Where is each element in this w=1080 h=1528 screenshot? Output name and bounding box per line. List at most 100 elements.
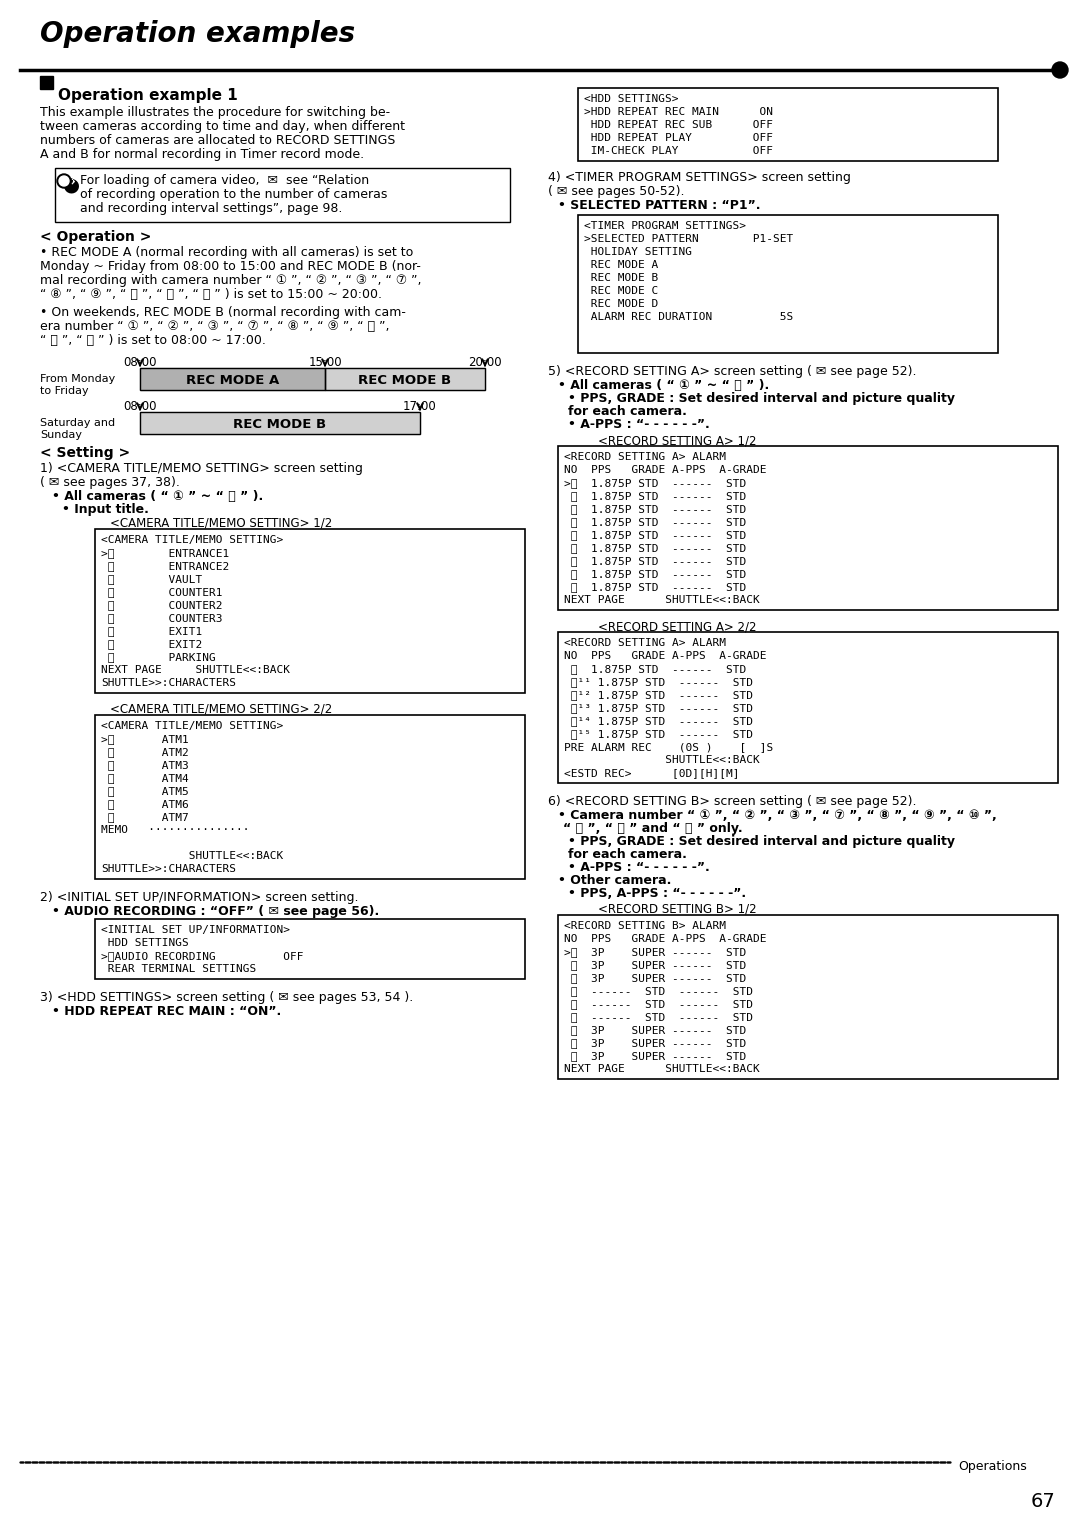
Text: <CAMERA TITLE/MEMO SETTING> 2/2: <CAMERA TITLE/MEMO SETTING> 2/2 [110, 703, 333, 717]
Text: • AUDIO RECORDING : “OFF” ( ✉ see page 56).: • AUDIO RECORDING : “OFF” ( ✉ see page 5… [52, 905, 379, 918]
Bar [95, 715, 525, 879]
Bar [95, 529, 525, 694]
Text: ○: ○ [63, 176, 76, 189]
Text: ⑦        EXIT1: ⑦ EXIT1 [102, 626, 202, 636]
Text: Operation examples: Operation examples [40, 20, 355, 47]
Text: NO  PPS   GRADE A-PPS  A-GRADE: NO PPS GRADE A-PPS A-GRADE [564, 465, 767, 475]
Bar [140, 368, 325, 390]
Text: ⑮       ATM6: ⑮ ATM6 [102, 799, 189, 808]
Text: <CAMERA TITLE/MEMO SETTING> 1/2: <CAMERA TITLE/MEMO SETTING> 1/2 [110, 516, 333, 530]
Text: ⑧  3P    SUPER ------  STD: ⑧ 3P SUPER ------ STD [564, 1038, 746, 1048]
Text: “ ⑧ ”, “ ⑨ ”, “ ⑭ ”, “ ⑮ ”, “ ⑯ ” ) is set to 15:00 ~ 20:00.: “ ⑧ ”, “ ⑨ ”, “ ⑭ ”, “ ⑮ ”, “ ⑯ ” ) is s… [40, 287, 382, 301]
Text: ( ✉ see pages 37, 38).: ( ✉ see pages 37, 38). [40, 477, 180, 489]
Text: • PPS, A-PPS : “- - - - - -”.: • PPS, A-PPS : “- - - - - -”. [568, 886, 746, 900]
Text: and recording interval settings”, page 98.: and recording interval settings”, page 9… [80, 202, 342, 215]
Text: REC MODE A: REC MODE A [186, 373, 279, 387]
Text: REC MODE A: REC MODE A [584, 260, 658, 270]
Text: <CAMERA TITLE/MEMO SETTING>: <CAMERA TITLE/MEMO SETTING> [102, 721, 283, 730]
Text: 4) <TIMER PROGRAM SETTINGS> screen setting: 4) <TIMER PROGRAM SETTINGS> screen setti… [548, 171, 851, 183]
Text: • On weekends, REC MODE B (normal recording with cam-: • On weekends, REC MODE B (normal record… [40, 306, 406, 319]
Text: ⑨  1.875P STD  ------  STD: ⑨ 1.875P STD ------ STD [564, 582, 746, 591]
Text: REAR TERMINAL SETTINGS: REAR TERMINAL SETTINGS [102, 964, 256, 973]
Text: ④        COUNTER1: ④ COUNTER1 [102, 587, 222, 597]
Bar [558, 915, 1058, 1079]
Text: • HDD REPEAT REC MAIN : “ON”.: • HDD REPEAT REC MAIN : “ON”. [52, 1005, 281, 1018]
Text: ⑬       ATM4: ⑬ ATM4 [102, 773, 189, 782]
Circle shape [59, 176, 69, 186]
Text: NEXT PAGE      SHUTTLE<<:BACK: NEXT PAGE SHUTTLE<<:BACK [564, 1063, 759, 1074]
Text: Monday ~ Friday from 08:00 to 15:00 and REC MODE B (nor-: Monday ~ Friday from 08:00 to 15:00 and … [40, 260, 421, 274]
Text: REC MODE B: REC MODE B [233, 417, 326, 431]
Text: 20:00: 20:00 [469, 356, 502, 368]
Text: <RECORD SETTING B> ALARM: <RECORD SETTING B> ALARM [564, 921, 726, 931]
Bar [558, 633, 1058, 782]
Text: NEXT PAGE      SHUTTLE<<:BACK: NEXT PAGE SHUTTLE<<:BACK [564, 594, 759, 605]
Text: ②        ENTRANCE2: ② ENTRANCE2 [102, 561, 229, 571]
Text: 5) <RECORD SETTING A> screen setting ( ✉ see page 52).: 5) <RECORD SETTING A> screen setting ( ✉… [548, 365, 917, 377]
Bar [140, 368, 325, 390]
Text: REC MODE D: REC MODE D [584, 299, 658, 309]
Text: to Friday: to Friday [40, 387, 89, 396]
Text: ③  1.875P STD  ------  STD: ③ 1.875P STD ------ STD [564, 504, 746, 513]
Text: NO  PPS   GRADE A-PPS  A-GRADE: NO PPS GRADE A-PPS A-GRADE [564, 934, 767, 944]
Text: • Camera number “ ① ”, “ ② ”, “ ③ ”, “ ⑦ ”, “ ⑧ ”, “ ⑨ ”, “ ⑩ ”,: • Camera number “ ① ”, “ ② ”, “ ③ ”, “ ⑦… [558, 808, 997, 822]
Text: of recording operation to the number of cameras: of recording operation to the number of … [80, 188, 388, 202]
Text: SHUTTLE>>:CHARACTERS: SHUTTLE>>:CHARACTERS [102, 863, 237, 874]
Text: < Operation >: < Operation > [40, 231, 151, 244]
Text: ⑤        COUNTER2: ⑤ COUNTER2 [102, 601, 222, 610]
Text: ⑤  1.875P STD  ------  STD: ⑤ 1.875P STD ------ STD [564, 530, 746, 539]
Text: →: → [63, 176, 75, 189]
Text: < Setting >: < Setting > [40, 446, 130, 460]
Text: HOLIDAY SETTING: HOLIDAY SETTING [584, 248, 692, 257]
Text: From Monday: From Monday [40, 374, 116, 384]
Text: HDD REPEAT PLAY         OFF: HDD REPEAT PLAY OFF [584, 133, 773, 144]
Text: ⑦  1.875P STD  ------  STD: ⑦ 1.875P STD ------ STD [564, 556, 746, 565]
Text: ②  3P    SUPER ------  STD: ② 3P SUPER ------ STD [564, 960, 746, 970]
Text: ④  1.875P STD  ------  STD: ④ 1.875P STD ------ STD [564, 516, 746, 527]
Text: ( ✉ see pages 50-52).: ( ✉ see pages 50-52). [548, 185, 685, 199]
Text: ⑭¹⁴ 1.875P STD  ------  STD: ⑭¹⁴ 1.875P STD ------ STD [564, 717, 753, 726]
Bar [325, 368, 485, 390]
Text: NO  PPS   GRADE A-PPS  A-GRADE: NO PPS GRADE A-PPS A-GRADE [564, 651, 767, 662]
Text: • SELECTED PATTERN : “P1”.: • SELECTED PATTERN : “P1”. [558, 199, 760, 212]
Text: ⑥  ------  STD  ------  STD: ⑥ ------ STD ------ STD [564, 1012, 753, 1022]
Text: >①        ENTRANCE1: >① ENTRANCE1 [102, 549, 229, 558]
Text: REC MODE C: REC MODE C [584, 286, 658, 296]
Text: MEMO   ···············: MEMO ··············· [102, 825, 249, 834]
Text: SHUTTLE<<:BACK: SHUTTLE<<:BACK [102, 851, 283, 860]
Text: <RECORD SETTING A> 1/2: <RECORD SETTING A> 1/2 [598, 434, 756, 448]
Text: IM-CHECK PLAY           OFF: IM-CHECK PLAY OFF [584, 147, 773, 156]
Text: HDD SETTINGS: HDD SETTINGS [102, 938, 189, 947]
Text: <RECORD SETTING A> ALARM: <RECORD SETTING A> ALARM [564, 452, 726, 461]
Text: PRE ALARM REC    (0S )    [  ]S: PRE ALARM REC (0S ) [ ]S [564, 743, 773, 752]
Bar [55, 168, 510, 222]
Text: • Other camera.: • Other camera. [558, 874, 672, 886]
Text: numbers of cameras are allocated to RECORD SETTINGS: numbers of cameras are allocated to RECO… [40, 134, 395, 147]
Text: for each camera.: for each camera. [568, 405, 687, 419]
Bar [140, 413, 420, 434]
Bar [325, 368, 485, 390]
Circle shape [1052, 63, 1068, 78]
Circle shape [57, 174, 71, 188]
Bar [40, 76, 53, 89]
Bar [578, 215, 998, 353]
Text: >①  1.875P STD  ------  STD: >① 1.875P STD ------ STD [564, 478, 746, 487]
Text: <RECORD SETTING B> 1/2: <RECORD SETTING B> 1/2 [598, 903, 757, 915]
Text: >SELECTED PATTERN        P1-SET: >SELECTED PATTERN P1-SET [584, 234, 793, 244]
Text: ⑤  ------  STD  ------  STD: ⑤ ------ STD ------ STD [564, 999, 753, 1008]
Text: 08:00: 08:00 [123, 400, 157, 413]
Text: mal recording with camera number “ ① ”, “ ② ”, “ ③ ”, “ ⑦ ”,: mal recording with camera number “ ① ”, … [40, 274, 421, 287]
Text: • PPS, GRADE : Set desired interval and picture quality: • PPS, GRADE : Set desired interval and … [568, 393, 955, 405]
Text: <ESTD REC>      [0D][H][M]: <ESTD REC> [0D][H][M] [564, 769, 740, 778]
Text: ALARM REC DURATION          5S: ALARM REC DURATION 5S [584, 312, 793, 322]
Text: ④  ------  STD  ------  STD: ④ ------ STD ------ STD [564, 986, 753, 996]
Text: For loading of camera video,  ✉  see “Relation: For loading of camera video, ✉ see “Rela… [80, 174, 369, 186]
Text: • Input title.: • Input title. [62, 503, 149, 516]
Bar [95, 918, 525, 979]
Text: “ ⑮ ”, “ ⑯ ” ) is set to 08:00 ~ 17:00.: “ ⑮ ”, “ ⑯ ” ) is set to 08:00 ~ 17:00. [40, 335, 266, 347]
Text: ③  3P    SUPER ------  STD: ③ 3P SUPER ------ STD [564, 973, 746, 983]
Text: ⑦  3P    SUPER ------  STD: ⑦ 3P SUPER ------ STD [564, 1025, 746, 1034]
Text: ⑬¹³ 1.875P STD  ------  STD: ⑬¹³ 1.875P STD ------ STD [564, 703, 753, 714]
Text: ⑨        PARKING: ⑨ PARKING [102, 652, 216, 662]
Text: Operations: Operations [958, 1459, 1027, 1473]
